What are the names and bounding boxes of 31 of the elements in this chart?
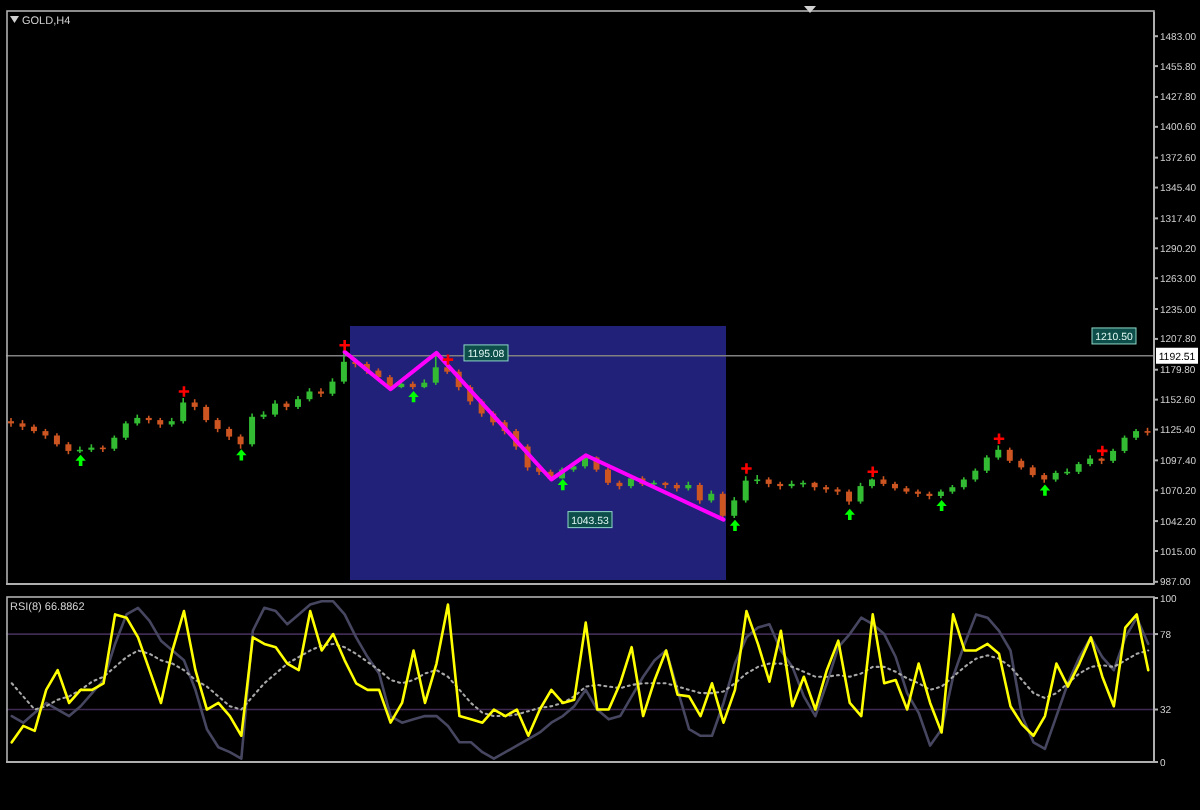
candlestick (122, 420, 129, 441)
point (739, 462, 753, 475)
point (408, 391, 419, 403)
point (1095, 444, 1109, 458)
line-series (342, 349, 726, 522)
candlestick (914, 488, 921, 498)
point (441, 353, 455, 367)
point (557, 479, 568, 491)
point (1039, 484, 1051, 496)
point (992, 432, 1006, 446)
candlestick (8, 417, 14, 428)
candlestick (180, 397, 187, 425)
candlestick (742, 475, 749, 504)
point (729, 519, 741, 531)
candlestick (857, 482, 864, 505)
point (338, 338, 352, 352)
candlestick (731, 496, 738, 519)
point (866, 465, 880, 479)
candlestick (719, 490, 726, 521)
candlestick (696, 482, 703, 505)
point (936, 499, 947, 512)
point (844, 508, 855, 520)
candlestick (249, 412, 256, 448)
candlestick (432, 352, 439, 386)
point (236, 449, 247, 461)
point (177, 385, 191, 398)
line-series (10, 642, 1150, 718)
candlestick (823, 484, 830, 494)
point (75, 454, 86, 466)
candlestick (317, 387, 324, 398)
candlestick (340, 351, 347, 385)
